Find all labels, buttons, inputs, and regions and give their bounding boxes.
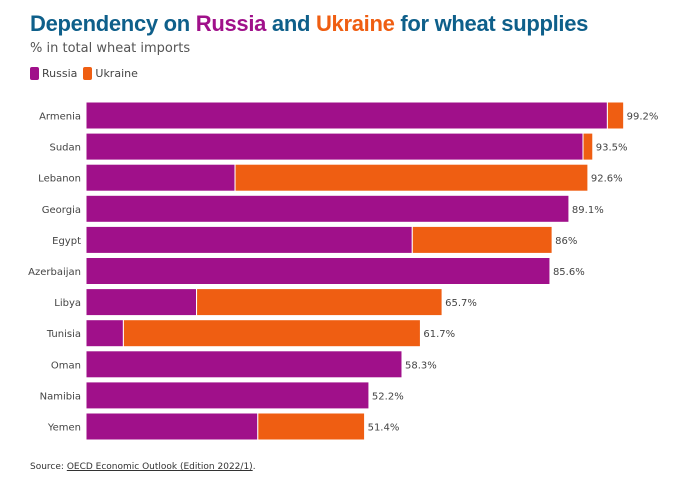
category-label-egypt: Egypt [52, 236, 81, 247]
value-label-egypt: 86% [555, 236, 577, 247]
category-label-sudan: Sudan [50, 143, 82, 154]
bar-ukraine-yemen[interactable] [257, 412, 366, 441]
title-part-ukraine: Ukraine [315, 11, 395, 36]
bar-russia-lebanon[interactable] [85, 163, 236, 192]
value-label-armenia: 99.2% [627, 112, 659, 123]
category-label-georgia: Georgia [42, 205, 81, 216]
legend-item-ukraine[interactable]: Ukraine [83, 67, 138, 80]
category-label-yemen: Yemen [47, 423, 81, 434]
bar-russia-oman[interactable] [85, 350, 403, 379]
legend-swatch-russia [30, 67, 39, 80]
bar-ukraine-egypt[interactable] [411, 225, 553, 254]
category-label-armenia: Armenia [39, 112, 81, 123]
chart-subtitle: % in total wheat imports [30, 41, 191, 56]
bar-ukraine-lebanon[interactable] [234, 163, 589, 192]
value-label-oman: 58.3% [405, 360, 437, 371]
bar-russia-tunisia[interactable] [85, 319, 124, 348]
bar-russia-azerbaijan[interactable] [85, 257, 551, 285]
value-label-yemen: 51.4% [368, 423, 400, 434]
category-label-oman: Oman [51, 360, 81, 371]
bar-russia-namibia[interactable] [85, 381, 370, 410]
source-link[interactable]: OECD Economic Outlook (Edition 2022/1) [66, 462, 253, 472]
bar-russia-georgia[interactable] [85, 194, 570, 223]
value-label-libya: 65.7% [445, 298, 477, 309]
value-label-sudan: 93.5% [596, 143, 628, 154]
bar-russia-armenia[interactable] [85, 101, 608, 130]
title-part-and: and [266, 11, 316, 36]
chart-title: Dependency on Russia and Ukraine for whe… [30, 11, 588, 37]
title-part-russia: Russia [195, 11, 267, 36]
category-label-azerbaijan: Azerbaijan [28, 267, 81, 278]
bar-ukraine-libya[interactable] [196, 288, 443, 317]
legend-label-russia: Russia [42, 67, 78, 80]
title-part-end: for wheat supplies [394, 11, 589, 36]
bar-russia-sudan[interactable] [85, 132, 584, 161]
source-note: Source: OECD Economic Outlook (Edition 2… [30, 462, 256, 472]
bar-russia-libya[interactable] [85, 288, 198, 317]
bar-ukraine-sudan[interactable] [582, 132, 594, 161]
value-label-azerbaijan: 85.6% [553, 267, 585, 278]
category-label-libya: Libya [54, 298, 81, 309]
bar-russia-yemen[interactable] [85, 412, 259, 441]
bar-ukraine-armenia[interactable] [606, 101, 625, 130]
source-suffix: . [252, 462, 256, 472]
bar-russia-egypt[interactable] [85, 225, 413, 254]
title-part-1: Dependency on [30, 11, 196, 36]
value-label-georgia: 89.1% [572, 205, 604, 216]
value-label-lebanon: 92.6% [591, 174, 623, 185]
legend-label-ukraine: Ukraine [95, 67, 138, 80]
chart-legend: Russia Ukraine [30, 67, 138, 80]
source-prefix: Source: [30, 462, 67, 472]
category-label-lebanon: Lebanon [38, 174, 81, 185]
legend-item-russia[interactable]: Russia [30, 67, 77, 80]
legend-swatch-ukraine [83, 67, 93, 80]
value-label-tunisia: 61.7% [423, 329, 455, 340]
category-label-tunisia: Tunisia [46, 329, 81, 340]
bar-ukraine-tunisia[interactable] [122, 319, 421, 348]
value-label-namibia: 52.2% [372, 391, 404, 402]
category-label-namibia: Namibia [40, 391, 81, 402]
